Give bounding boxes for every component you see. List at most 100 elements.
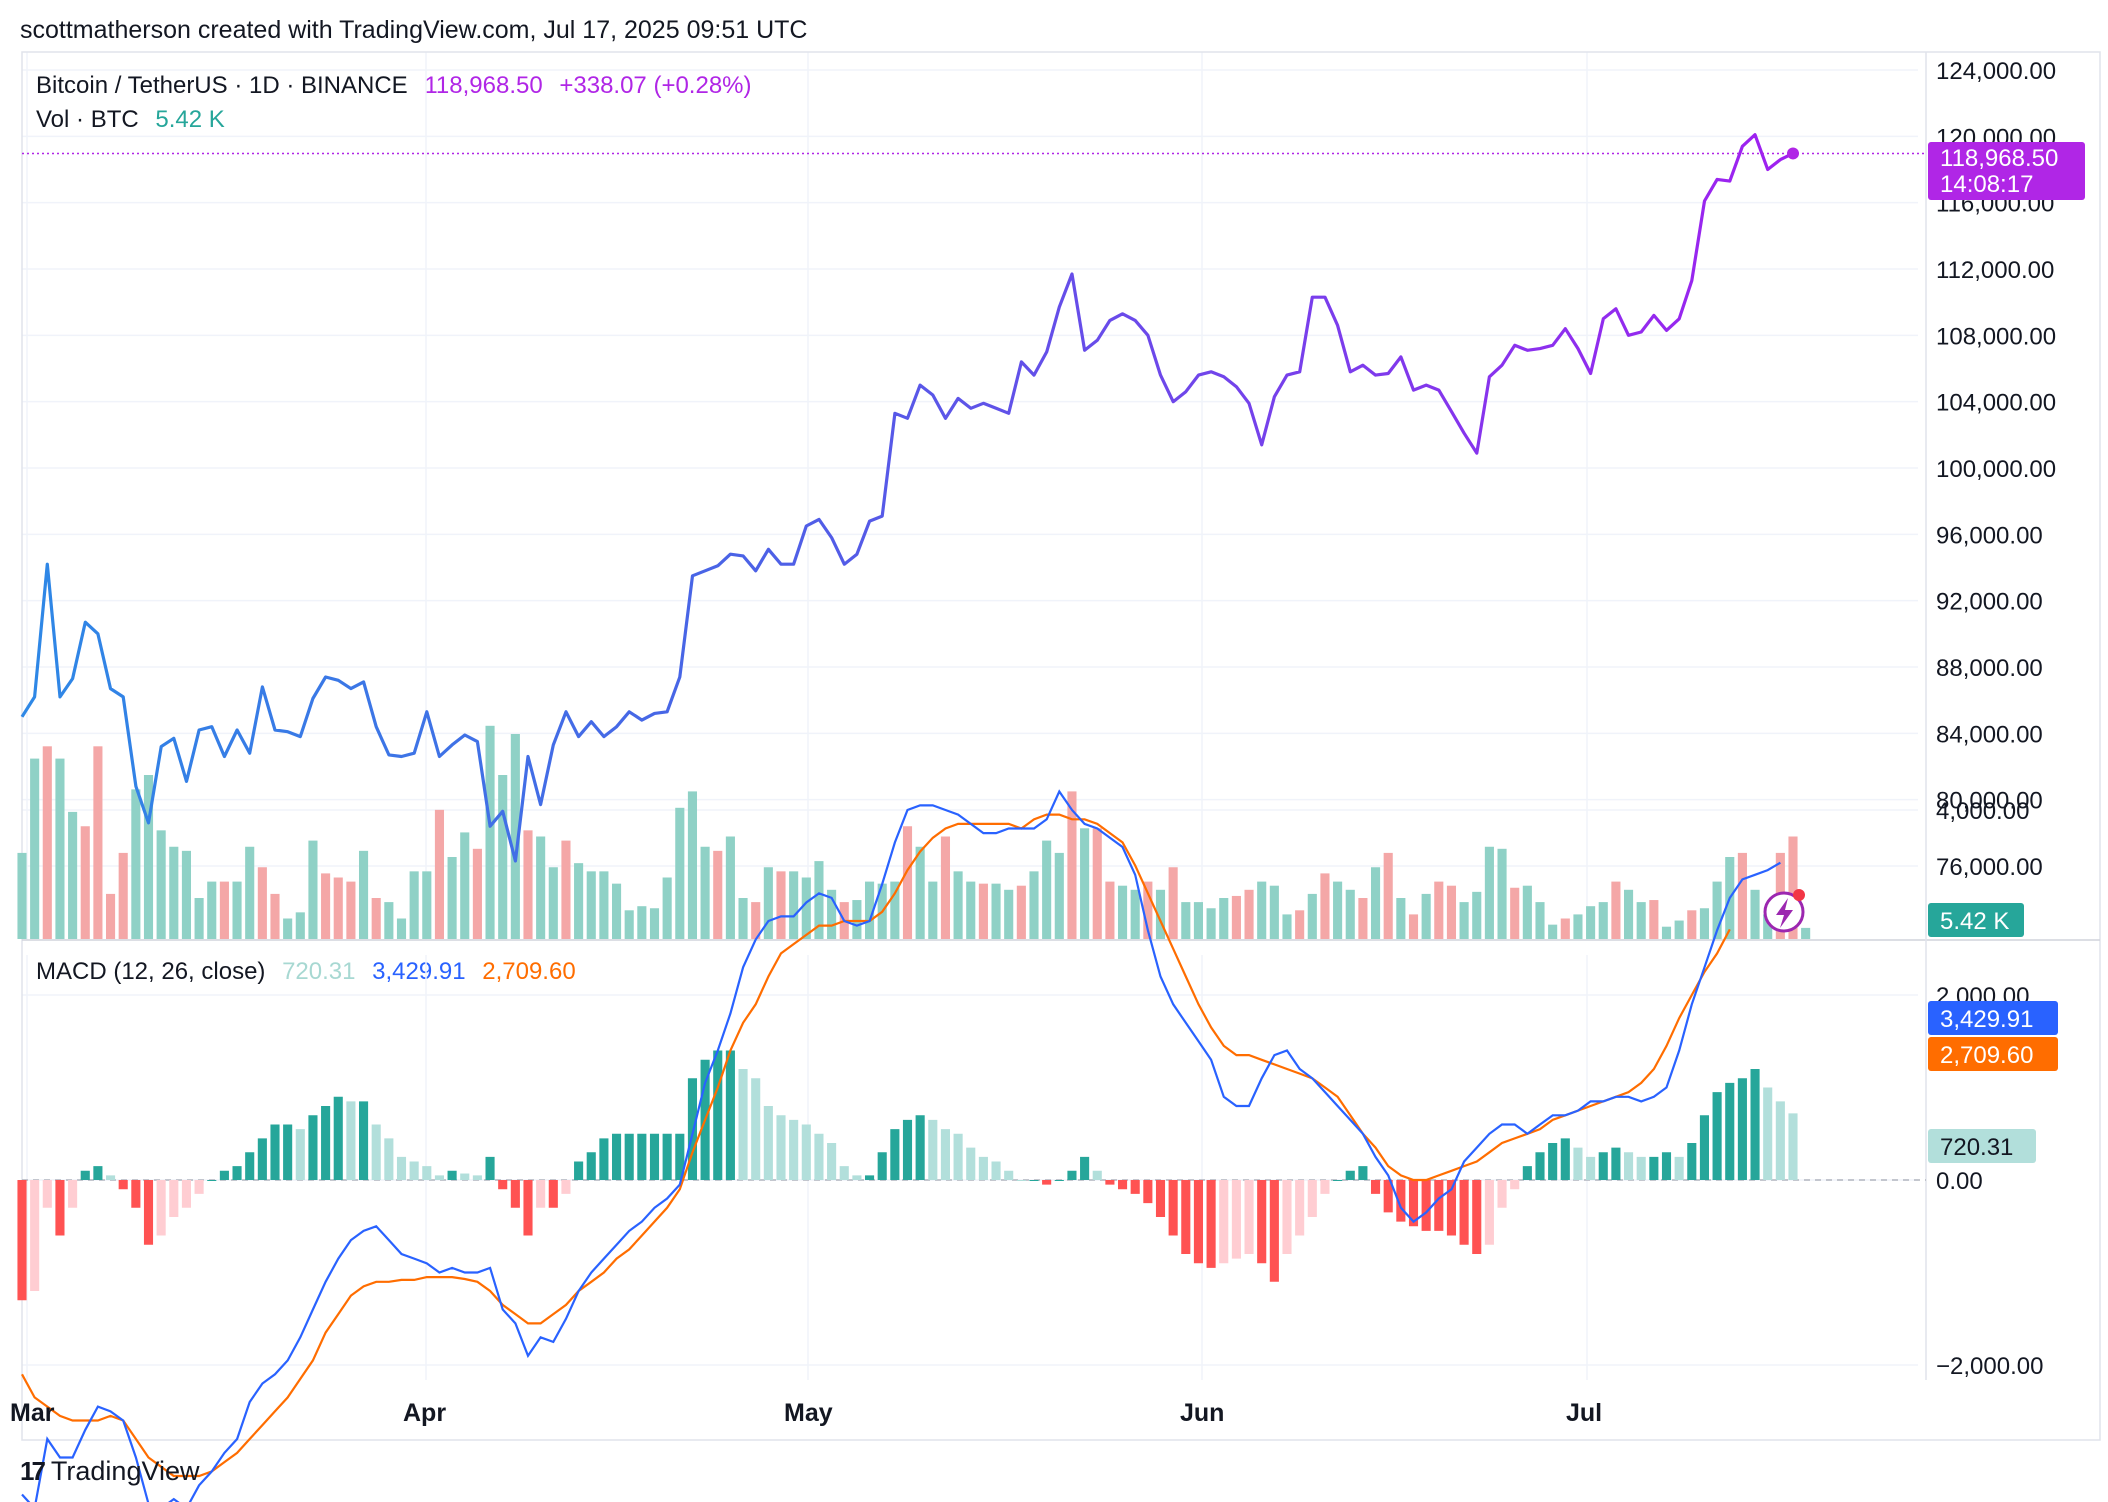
lightning-alert-icon[interactable]	[1763, 889, 1805, 933]
volume-bar	[1396, 898, 1406, 939]
price-badge-countdown: 14:08:17	[1940, 171, 2033, 198]
macd-histogram-bar	[1117, 1180, 1128, 1190]
macd-histogram-bar	[624, 1133, 634, 1180]
macd-histogram-bar	[1105, 1180, 1115, 1185]
volume-bar	[1661, 926, 1672, 939]
macd-signal-line	[21, 813, 1731, 1478]
macd-histogram-bar	[1661, 1152, 1672, 1180]
macd-histogram-bar	[80, 1170, 90, 1180]
volume-bar	[1155, 889, 1166, 939]
volume-bar	[738, 898, 748, 939]
macd-histogram-bar	[42, 1180, 52, 1208]
volume-bar	[333, 877, 343, 939]
volume-bar	[1434, 881, 1444, 939]
volume-bar	[358, 850, 369, 939]
volume-bar	[1472, 891, 1482, 939]
volume-bar	[422, 871, 432, 939]
macd-line	[21, 789, 1781, 1502]
volume-bar	[1586, 906, 1596, 939]
volume-bar	[207, 881, 217, 939]
macd-histogram-bar	[346, 1101, 356, 1180]
macd-histogram-bar	[611, 1133, 622, 1180]
tradingview-logo-icon: 17	[20, 1456, 46, 1486]
macd-legend: MACD (12, 26, close) 720.31 3,429.91 2,7…	[36, 958, 586, 986]
macd-histogram-bar	[219, 1170, 229, 1180]
volume-bar	[1345, 889, 1355, 939]
macd-histogram-bar	[308, 1115, 318, 1180]
volume-bar	[1548, 924, 1558, 939]
histogram-badge-bg	[1928, 1129, 2036, 1163]
macd-histogram-bar	[877, 1152, 887, 1180]
macd-histogram-bar	[447, 1170, 457, 1180]
volume-bar	[1459, 902, 1469, 939]
price-tick-label: 108,000.00	[1936, 323, 2056, 350]
volume-bar	[118, 852, 128, 939]
volume-bar	[17, 852, 27, 939]
macd-histogram-bar	[776, 1115, 786, 1180]
price-change-value: +338.07 (+0.28%)	[559, 72, 752, 99]
volume-bar	[409, 871, 419, 939]
macd-histogram-bar	[1497, 1180, 1507, 1208]
macd-histogram-bar	[1092, 1170, 1102, 1180]
volume-bar	[611, 883, 622, 939]
volume-bar	[624, 910, 634, 939]
macd-histogram-bar	[143, 1180, 154, 1245]
macd-tick-label: 4,000.00	[1936, 798, 2029, 825]
price-tick-label: 104,000.00	[1936, 390, 2056, 417]
volume-bar	[637, 906, 647, 939]
macd-histogram-bar	[548, 1180, 558, 1208]
macd-histogram-bar	[1042, 1180, 1052, 1185]
volume-label[interactable]: Vol · BTC	[36, 106, 139, 133]
volume-bar	[1636, 902, 1646, 939]
lightning-icon	[1776, 898, 1793, 928]
macd-histogram-bar	[1788, 1113, 1798, 1180]
volume-bar	[308, 840, 318, 939]
volume-bar	[649, 908, 660, 939]
macd-histogram-bar	[1636, 1156, 1646, 1180]
macd-histogram-bar	[396, 1156, 407, 1180]
macd-histogram-bar	[321, 1106, 331, 1180]
tradingview-logo[interactable]: 17 TradingView	[20, 1456, 200, 1487]
macd-histogram-bar	[827, 1143, 837, 1180]
macd-histogram-bar	[498, 1180, 508, 1190]
macd-histogram-bar	[839, 1166, 849, 1180]
volume-bar	[1067, 791, 1077, 939]
macd-histogram-bar	[93, 1166, 103, 1180]
macd-histogram-bar	[434, 1175, 445, 1180]
macd-histogram-bar	[194, 1180, 204, 1194]
macd-label[interactable]: MACD (12, 26, close)	[36, 958, 266, 985]
volume-bar	[1484, 846, 1494, 939]
volume-bar	[1333, 881, 1343, 939]
macd-histogram-bar	[472, 1175, 482, 1180]
macd-histogram-bar	[207, 1180, 217, 1181]
volume-bar	[940, 836, 951, 939]
histogram-badge-value: 720.31	[1940, 1134, 2013, 1161]
macd-histogram-bar	[662, 1133, 672, 1180]
volume-bar	[1181, 902, 1191, 939]
price-axis: 124,000.00120,000.00116,000.00112,000.00…	[1936, 58, 2056, 881]
macd-histogram-bar	[1472, 1180, 1482, 1254]
volume-bar	[1687, 910, 1697, 939]
macd-histogram-bar	[1219, 1180, 1229, 1264]
symbol-label[interactable]: Bitcoin / TetherUS · 1D · BINANCE	[36, 72, 408, 99]
macd-histogram-bar	[358, 1101, 369, 1180]
volume-bar	[864, 881, 875, 939]
macd-histogram-bar	[801, 1124, 811, 1180]
macd-histogram-bar	[1737, 1078, 1747, 1180]
macd-histogram-bar	[1370, 1180, 1381, 1194]
macd-histogram-bar	[510, 1180, 520, 1208]
macd-histogram-bar	[637, 1133, 647, 1180]
macd-histogram-bar	[1383, 1180, 1393, 1213]
volume-bar	[1788, 836, 1798, 939]
volume-bar	[561, 840, 571, 939]
macd-histogram-bar	[1750, 1069, 1760, 1180]
volume-bar	[1042, 840, 1052, 939]
volume-bar	[801, 877, 811, 939]
volume-bar	[131, 789, 141, 939]
price-tick-label: 96,000.00	[1936, 522, 2043, 549]
macd-tick-label: 0.00	[1936, 1168, 1983, 1195]
volume-bar	[827, 889, 837, 939]
macd-histogram-bar	[1763, 1087, 1773, 1180]
